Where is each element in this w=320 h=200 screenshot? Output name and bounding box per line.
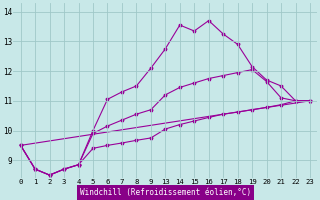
X-axis label: Windchill (Refroidissement éolien,°C): Windchill (Refroidissement éolien,°C) <box>80 188 251 197</box>
